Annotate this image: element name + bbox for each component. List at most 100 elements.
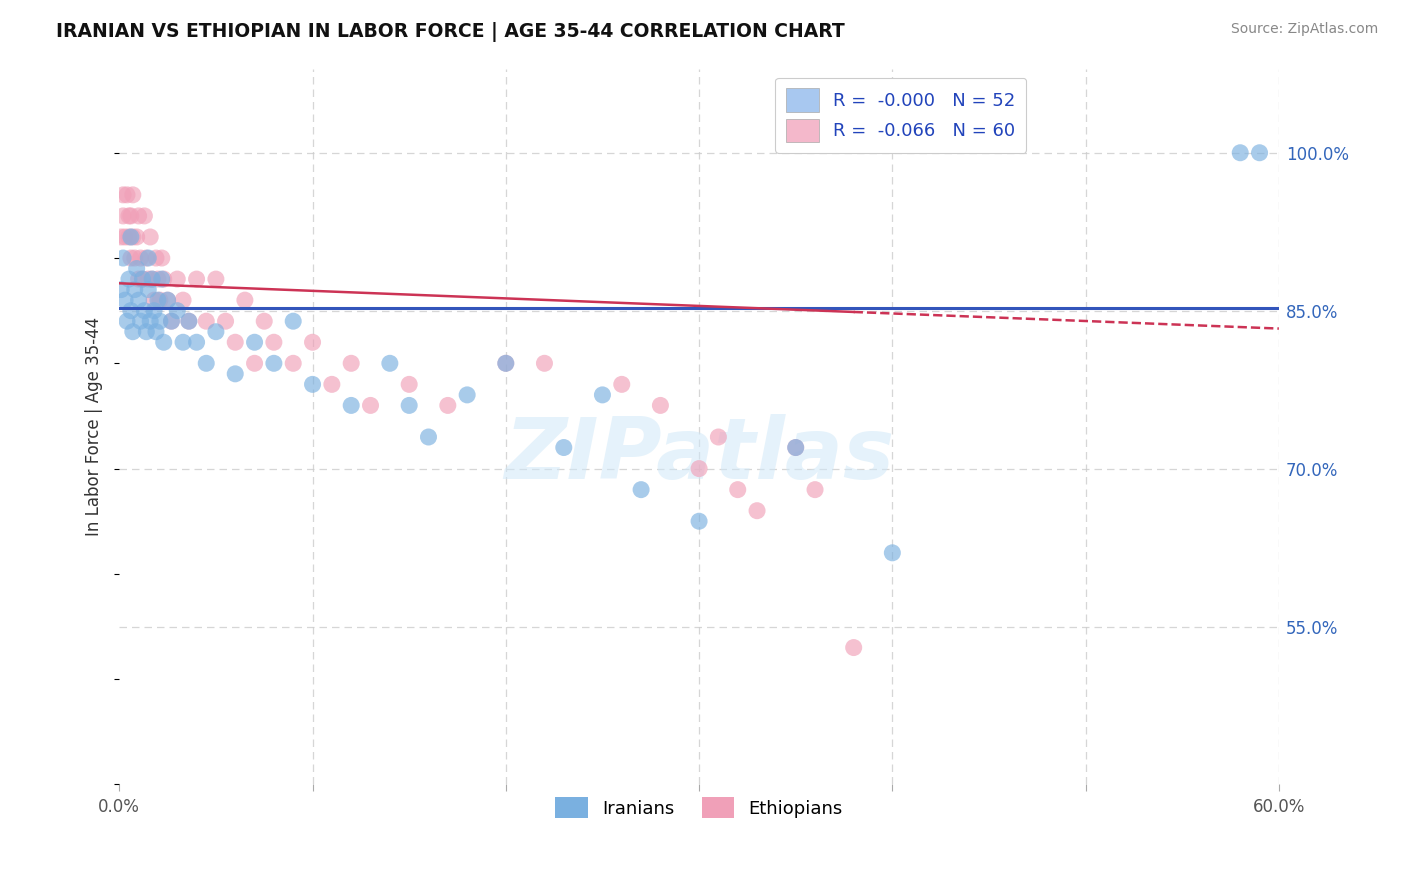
Point [128,209,150,223]
Point [205,272,228,286]
Point [186,335,208,350]
Point [630,483,652,497]
Point [456,388,478,402]
Point [804,483,827,497]
Point [224,335,246,350]
Point [1229,145,1251,160]
Point [533,356,555,370]
Point [124,283,146,297]
Point [263,356,285,370]
Point [152,335,174,350]
Point [398,399,420,413]
Point [121,230,143,244]
Point [146,272,169,286]
Point [136,251,159,265]
Point [495,356,517,370]
Point [134,303,156,318]
Point [378,356,401,370]
Point [283,314,305,328]
Point [143,293,166,307]
Point [152,272,174,286]
Point [156,293,179,307]
Point [177,314,200,328]
Point [118,230,141,244]
Point [195,356,218,370]
Point [195,314,218,328]
Point [110,283,132,297]
Point [688,514,710,528]
Point [120,303,142,318]
Point [172,335,194,350]
Text: ZIPatlas: ZIPatlas [503,414,894,497]
Point [785,441,807,455]
Point [233,293,256,307]
Point [114,293,136,307]
Point [128,272,150,286]
Point [118,209,141,223]
Point [591,388,613,402]
Point [114,230,136,244]
Point [136,283,159,297]
Point [121,187,143,202]
Point [214,314,236,328]
Point [145,325,167,339]
Point [253,314,276,328]
Point [205,325,228,339]
Point [145,251,167,265]
Point [688,461,710,475]
Point [149,293,172,307]
Point [118,272,141,286]
Point [360,399,382,413]
Text: IRANIAN VS ETHIOPIAN IN LABOR FORCE | AGE 35-44 CORRELATION CHART: IRANIAN VS ETHIOPIAN IN LABOR FORCE | AG… [56,22,845,42]
Point [112,187,135,202]
Legend: Iranians, Ethiopians: Iranians, Ethiopians [548,790,851,825]
Point [149,314,172,328]
Point [112,209,135,223]
Point [110,230,132,244]
Y-axis label: In Labor Force | Age 35-44: In Labor Force | Age 35-44 [86,317,103,536]
Point [224,367,246,381]
Point [129,314,152,328]
Point [121,325,143,339]
Point [150,251,173,265]
Point [301,377,323,392]
Point [172,293,194,307]
Point [495,356,517,370]
Point [135,251,157,265]
Point [125,230,148,244]
Point [785,441,807,455]
Point [842,640,865,655]
Point [398,377,420,392]
Point [112,251,135,265]
Point [186,272,208,286]
Point [120,209,142,223]
Point [115,314,138,328]
Point [115,187,138,202]
Point [150,272,173,286]
Point [146,293,169,307]
Point [139,314,162,328]
Point [131,272,153,286]
Point [243,356,266,370]
Point [882,546,904,560]
Point [125,261,148,276]
Point [135,325,157,339]
Point [134,209,156,223]
Point [553,441,575,455]
Point [139,230,162,244]
Point [120,251,142,265]
Point [727,483,749,497]
Point [1249,145,1271,160]
Point [141,272,163,286]
Point [128,293,150,307]
Point [156,293,179,307]
Point [177,314,200,328]
Point [129,251,152,265]
Point [120,230,142,244]
Point [141,272,163,286]
Point [745,504,768,518]
Point [243,335,266,350]
Point [131,272,153,286]
Point [340,399,363,413]
Point [437,399,460,413]
